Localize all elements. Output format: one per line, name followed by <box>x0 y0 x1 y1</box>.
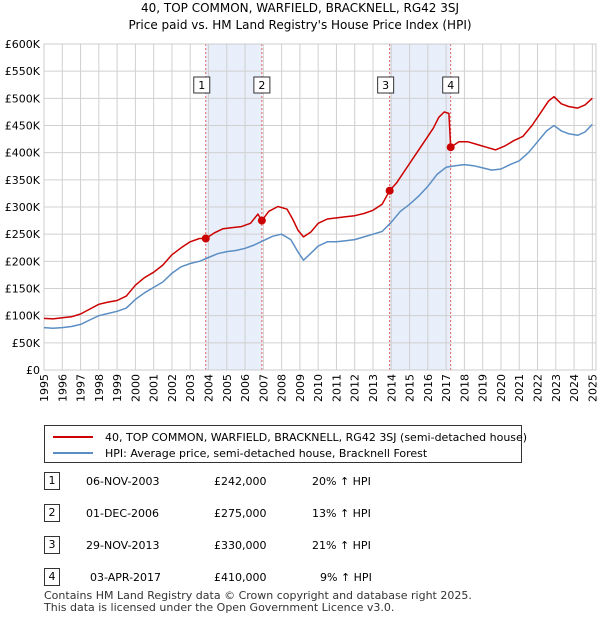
sale-number-badge: 2 <box>44 504 60 522</box>
x-tick-label: 2001 <box>148 374 161 402</box>
sale-date: 29-NOV-2013 <box>86 539 160 552</box>
x-tick-label: 2012 <box>349 374 362 402</box>
sale-hpi-change: 21% ↑ HPI <box>312 539 371 552</box>
x-tick-label: 2008 <box>276 374 289 402</box>
x-tick-label: 2015 <box>404 374 417 402</box>
plot-border <box>43 43 597 371</box>
legend-label-hpi: HPI: Average price, semi-detached house,… <box>105 446 428 460</box>
x-tick-label: 2025 <box>586 374 599 402</box>
x-tick-label: 2006 <box>239 374 252 402</box>
x-tick-label: 1999 <box>111 374 124 402</box>
y-tick-label: £250K <box>5 228 41 241</box>
x-tick-label: 2010 <box>312 374 325 402</box>
y-tick-label: £200K <box>5 255 41 268</box>
sale-hpi-change: 9% ↑ HPI <box>320 571 372 584</box>
sale-number-label: 4 <box>447 79 454 92</box>
sale-point <box>201 234 210 243</box>
sale-price: £330,000 <box>214 539 267 552</box>
sale-number-label: 3 <box>382 79 389 92</box>
x-tick-label: 2018 <box>458 374 471 402</box>
x-tick-label: 2000 <box>129 374 142 402</box>
price-chart: 40, TOP COMMON, WARFIELD, BRACKNELL, RG4… <box>5 1 600 402</box>
table-row: 2 01-DEC-2006 £275,000 13% ↑ HPI <box>44 504 564 524</box>
sale-number-badge: 4 <box>44 568 60 586</box>
y-tick-label: £0 <box>26 364 40 377</box>
sale-number-box <box>253 76 271 94</box>
sale-number-label: 1 <box>198 79 205 92</box>
x-tick-label: 2003 <box>184 374 197 402</box>
y-tick-label: £550K <box>5 65 41 78</box>
x-tick-label: 2013 <box>367 374 380 402</box>
x-tick-label: 2007 <box>257 374 270 402</box>
property-series-line <box>43 95 593 320</box>
y-tick-label: £300K <box>5 201 41 214</box>
y-tick-label: £100K <box>5 310 41 323</box>
sale-price: £242,000 <box>214 475 267 488</box>
x-tick-label: 2017 <box>440 374 453 402</box>
sale-date: 06-NOV-2003 <box>86 475 160 488</box>
x-tick-label: 2016 <box>422 374 435 402</box>
y-tick-label: £150K <box>5 283 41 296</box>
sale-hpi-change: 20% ↑ HPI <box>312 475 371 488</box>
x-tick-label: 2014 <box>385 374 398 402</box>
sale-price: £410,000 <box>214 571 267 584</box>
x-tick-label: 2009 <box>294 374 307 402</box>
legend-swatch-hpi <box>53 452 93 454</box>
sale-point <box>446 143 455 152</box>
legend-item-hpi: HPI: Average price, semi-detached house,… <box>53 445 427 461</box>
x-tick-label: 2023 <box>550 374 563 402</box>
x-tick-label: 1996 <box>56 374 69 402</box>
sale-number-box <box>377 76 395 94</box>
sale-number-box <box>442 76 460 94</box>
y-tick-label: £500K <box>5 92 41 105</box>
x-tick-label: 2005 <box>221 374 234 402</box>
legend-label-property: 40, TOP COMMON, WARFIELD, BRACKNELL, RG4… <box>105 430 528 444</box>
hpi-series-line <box>43 123 593 329</box>
y-tick-label: £350K <box>5 174 41 187</box>
x-tick-label: 2020 <box>495 374 508 402</box>
legend-item-property: 40, TOP COMMON, WARFIELD, BRACKNELL, RG4… <box>53 429 527 445</box>
x-tick-label: 2019 <box>477 374 490 402</box>
x-tick-label: 2021 <box>513 374 526 402</box>
x-tick-label: 1995 <box>38 374 51 402</box>
legend-swatch-property <box>53 436 93 438</box>
sale-point <box>257 216 266 225</box>
x-tick-label: 1997 <box>75 374 88 402</box>
chart-title: 40, TOP COMMON, WARFIELD, BRACKNELL, RG4… <box>141 1 459 15</box>
x-tick-label: 1998 <box>93 374 106 402</box>
sale-point <box>385 186 394 195</box>
table-row: 1 06-NOV-2003 £242,000 20% ↑ HPI <box>44 472 564 492</box>
sale-date: 01-DEC-2006 <box>86 507 160 520</box>
footer-copyright: Contains HM Land Registry data © Crown c… <box>44 589 472 602</box>
x-tick-label: 2011 <box>330 374 343 402</box>
table-row: 4 03-APR-2017 £410,000 9% ↑ HPI <box>44 568 564 588</box>
x-tick-label: 2002 <box>166 374 179 402</box>
sale-number-badge: 1 <box>44 472 60 490</box>
chart-legend: 40, TOP COMMON, WARFIELD, BRACKNELL, RG4… <box>44 425 527 463</box>
sale-hpi-change: 13% ↑ HPI <box>312 507 371 520</box>
chart-subtitle: Price paid vs. HM Land Registry's House … <box>128 18 471 32</box>
sale-price: £275,000 <box>214 507 267 520</box>
sale-number-box <box>193 76 211 94</box>
y-tick-label: £600K <box>5 38 41 51</box>
x-tick-label: 2022 <box>532 374 545 402</box>
y-tick-label: £400K <box>5 147 41 160</box>
y-tick-label: £50K <box>12 337 41 350</box>
sale-number-label: 2 <box>258 79 265 92</box>
sale-date: 03-APR-2017 <box>90 571 162 584</box>
table-row: 3 29-NOV-2013 £330,000 21% ↑ HPI <box>44 536 564 556</box>
x-tick-label: 2024 <box>568 374 581 402</box>
x-tick-label: 2004 <box>203 374 216 402</box>
footer-attribution: Contains HM Land Registry data © Crown c… <box>44 590 472 614</box>
sale-number-badge: 3 <box>44 536 60 554</box>
footer-license: This data is licensed under the Open Gov… <box>44 601 395 614</box>
y-tick-label: £450K <box>5 120 41 133</box>
